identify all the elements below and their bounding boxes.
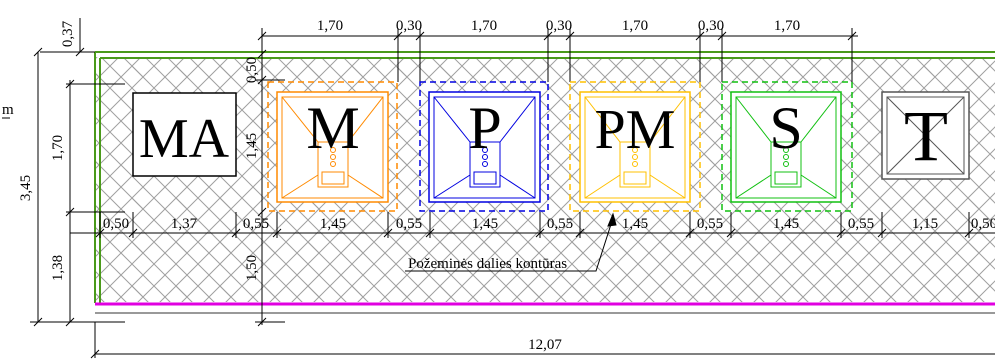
container-p: P	[419, 81, 549, 212]
row-dim-label: 0,50	[971, 216, 995, 232]
row-dim-label: 0,55	[396, 216, 422, 232]
top-dim-label: 1,70	[774, 18, 800, 34]
top-dim-label: 0,30	[698, 18, 724, 34]
container-s-letter: S	[769, 95, 802, 161]
container-t-letter: T	[904, 96, 948, 176]
contour-leader	[405, 212, 617, 272]
container-ma-letter: MA	[139, 108, 230, 170]
partial-unit-label: m	[2, 102, 14, 118]
contour-label: Požeminės dalies kontūras	[408, 256, 567, 272]
left-dim-label: 1,38	[50, 255, 66, 281]
row-dim-label: 0,55	[547, 216, 573, 232]
left-dim-label: 1,50	[244, 255, 260, 281]
paving-hatch-area	[96, 57, 995, 302]
top-dimension-line	[257, 28, 858, 82]
top-dim-label: 0,30	[396, 18, 422, 34]
left-dim-label: 3,45	[18, 175, 34, 201]
container-s: S	[721, 81, 853, 212]
container-m: M	[267, 81, 398, 212]
top-dim-label: 1,70	[317, 18, 343, 34]
bottom-dim-label: 12,07	[528, 337, 562, 353]
container-pm: PM	[569, 81, 701, 212]
container-m-letter: M	[306, 95, 359, 161]
left-dim-label: 1,45	[244, 133, 260, 159]
row-dim-label: 0,55	[243, 216, 269, 232]
row-dim-label: 1,45	[320, 216, 346, 232]
row-dim-label: 0,55	[848, 216, 874, 232]
top-dim-label: 0,30	[546, 18, 572, 34]
container-t: T	[881, 91, 970, 180]
row-dim-label: 1,45	[622, 216, 648, 232]
row-dim-label: 0,55	[697, 216, 723, 232]
left-dim-label: 0,50	[244, 57, 260, 83]
left-dim-label: 1,70	[50, 135, 66, 161]
left-dimension-lines	[30, 18, 285, 358]
left-dim-label: 0,37	[60, 20, 76, 47]
row-dim-label: 0,50	[103, 216, 129, 232]
container-p-letter: P	[468, 95, 501, 161]
container-pm-letter: PM	[595, 99, 676, 161]
row-dimension-line	[70, 212, 995, 238]
container-ma: MA	[132, 92, 237, 177]
row-dim-label: 1,15	[912, 216, 938, 232]
row-dim-label: 1,45	[773, 216, 799, 232]
row-dim-label: 1,37	[171, 216, 198, 232]
top-dim-label: 1,70	[471, 18, 497, 34]
row-dim-label: 1,45	[472, 216, 498, 232]
top-dim-label: 1,70	[622, 18, 648, 34]
